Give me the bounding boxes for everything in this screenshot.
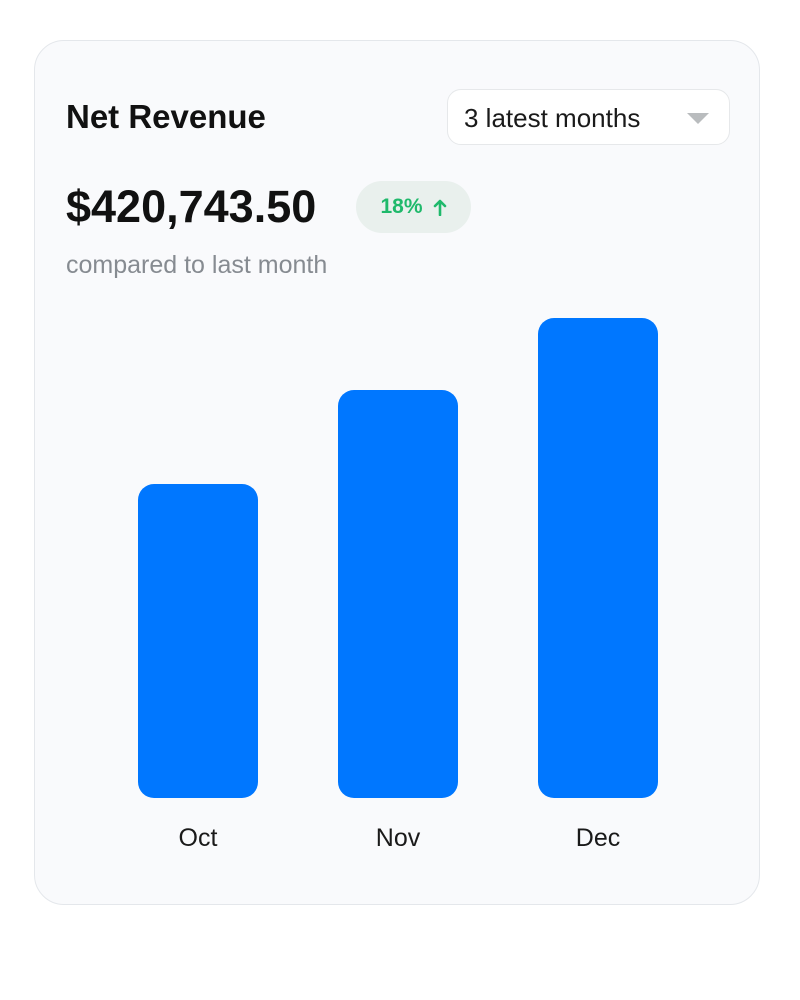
period-dropdown[interactable]: 3 latest months (447, 89, 730, 145)
card-title: Net Revenue (66, 98, 266, 135)
comparison-text: compared to last month (66, 251, 328, 279)
arrow-up-icon (433, 199, 446, 216)
period-dropdown-value: 3 latest months (464, 103, 641, 133)
change-badge: 18% (356, 181, 471, 233)
x-tick-label: Oct (178, 824, 218, 852)
x-tick-label: Dec (575, 824, 621, 852)
bar-oct (138, 484, 258, 798)
revenue-amount: $420,743.50 (66, 181, 317, 232)
change-value: 18% (380, 195, 423, 218)
bar-dec (538, 318, 658, 798)
caret-down-icon (687, 113, 709, 124)
bar-nov (338, 390, 458, 798)
x-tick-label: Nov (375, 824, 421, 852)
